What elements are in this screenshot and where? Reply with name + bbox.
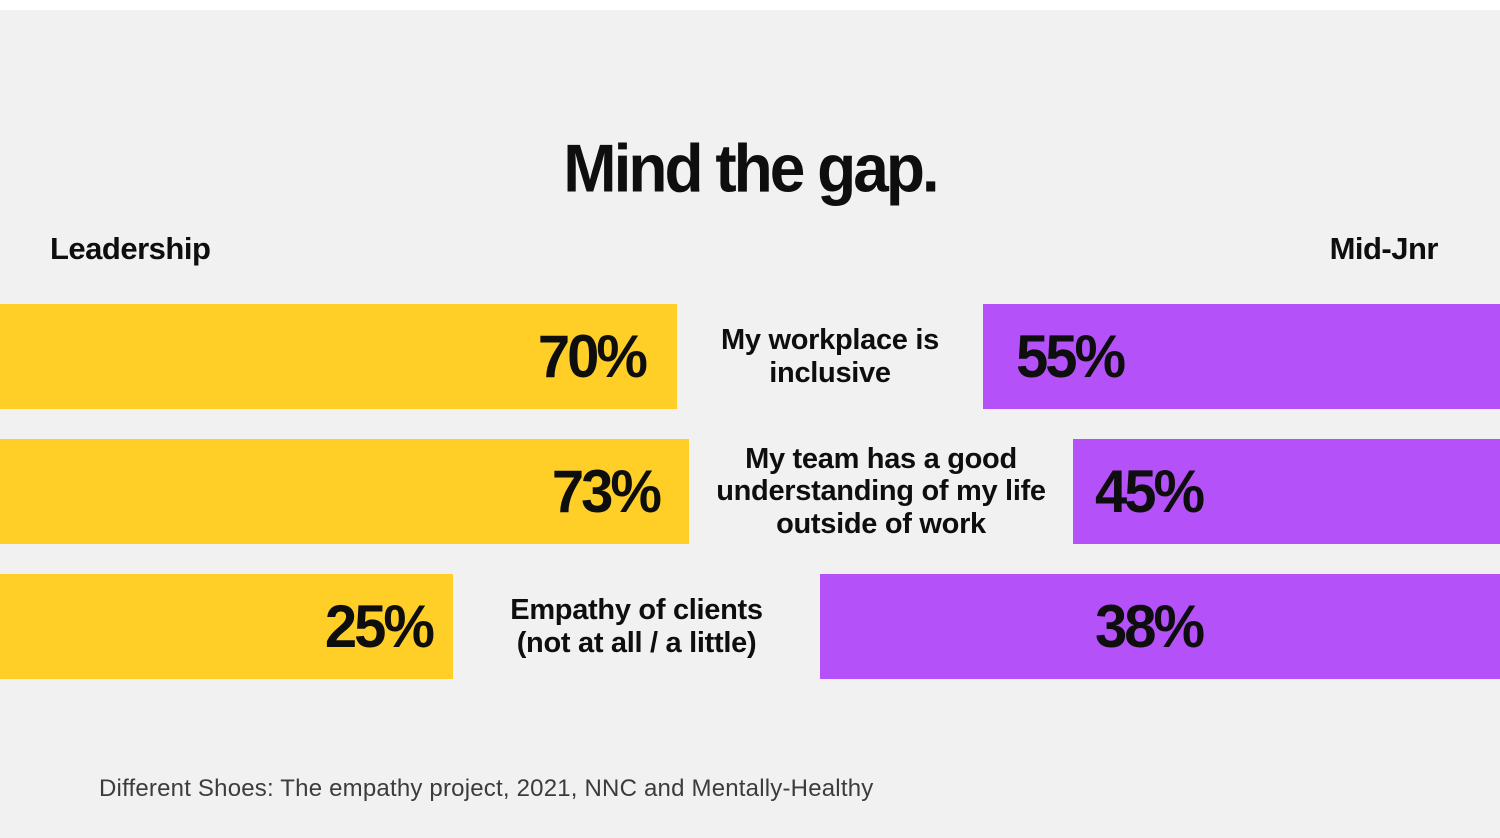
page-title: Mind the gap.: [563, 129, 939, 207]
leadership-bar: 70%: [0, 304, 677, 409]
group-label-leadership: Leadership: [50, 231, 211, 266]
category-label: Empathy of clients (not at all / a littl…: [453, 574, 820, 679]
bar-value: 73%: [551, 457, 662, 526]
category-label-line: Empathy of clients: [510, 594, 763, 627]
leadership-bar: 25%: [0, 574, 453, 679]
group-labels: Leadership Mid-Jnr: [50, 231, 1439, 267]
category-label-line: My workplace is: [721, 324, 939, 357]
mid-jnr-bar: 45%: [1073, 439, 1500, 544]
category-label-line: understanding of my life: [716, 475, 1046, 508]
category-label-line: My team has a good: [745, 442, 1017, 475]
bar-value: 70%: [537, 322, 648, 391]
category-label: My team has a good understanding of my l…: [689, 439, 1073, 544]
category-label-line: inclusive: [769, 356, 891, 389]
bar-value: 38%: [1095, 592, 1205, 661]
mid-jnr-bar: 55%: [983, 304, 1500, 409]
top-white-strip: [0, 0, 1500, 10]
chart-row-team-understanding: 73% My team has a good understanding of …: [0, 439, 1500, 544]
chart-row-empathy-of-clients: 25% Empathy of clients (not at all / a l…: [0, 574, 1500, 679]
leadership-bar: 73%: [0, 439, 689, 544]
bar-value: 25%: [324, 592, 435, 661]
source-note: Different Shoes: The empathy project, 20…: [99, 775, 874, 802]
category-label-line: (not at all / a little): [516, 626, 757, 659]
bar-value: 45%: [1095, 457, 1205, 526]
group-label-mid-jnr: Mid-Jnr: [1329, 231, 1439, 266]
category-label: My workplace is inclusive: [677, 304, 983, 409]
mid-jnr-bar: 38%: [820, 574, 1500, 679]
category-label-line: outside of work: [776, 507, 986, 540]
bar-value: 55%: [1016, 322, 1126, 391]
chart-row-workplace-inclusive: 70% My workplace is inclusive 55%: [0, 304, 1500, 409]
chart-rows: 70% My workplace is inclusive 55% 73% My…: [0, 304, 1500, 709]
